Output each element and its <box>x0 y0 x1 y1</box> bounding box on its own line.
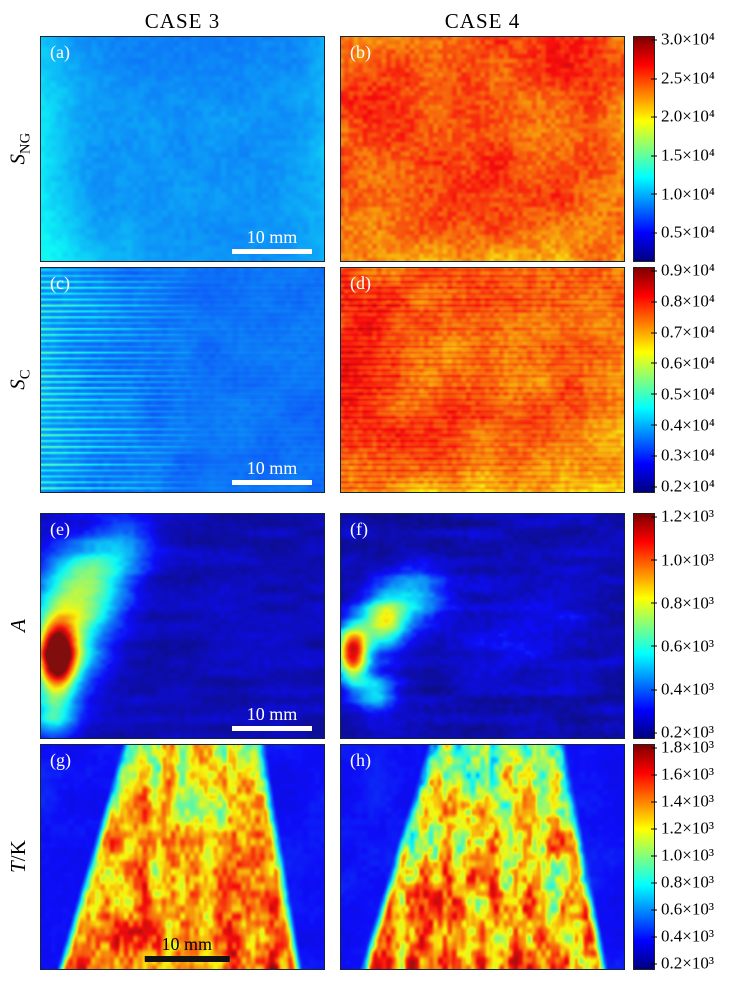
tick-label: 0.4×10³ <box>651 679 714 699</box>
heatmap-canvas-e <box>41 514 324 738</box>
colorbar-a <box>633 513 655 739</box>
colorbar-tk <box>633 744 655 970</box>
scalebar-g: 10 mm <box>144 934 230 962</box>
heatmap-panel-a: (a) 10 mm <box>40 36 325 262</box>
heatmap-panel-g: (g) 10 mm <box>40 744 325 970</box>
heatmap-panel-f: (f) <box>340 513 625 739</box>
tick-label: 0.6×10⁴ <box>651 353 715 373</box>
scalebar-line <box>232 480 312 485</box>
heatmap-canvas-d <box>341 268 624 492</box>
colorbar-gradient <box>633 744 655 970</box>
heatmap-canvas-b <box>341 37 624 261</box>
scalebar-label: 10 mm <box>161 934 212 954</box>
tick-label: 0.2×10³ <box>651 953 714 973</box>
scalebar-label: 10 mm <box>246 458 298 478</box>
tick-label: 0.6×10³ <box>651 899 714 919</box>
row-label-main: T <box>5 861 30 874</box>
tick-label: 0.4×10³ <box>651 926 714 946</box>
row-label-sc: SC <box>0 267 40 493</box>
tick-label: 0.5×10⁴ <box>651 222 715 242</box>
scalebar-c: 10 mm <box>232 459 312 485</box>
panel-letter-h: (h) <box>350 750 371 770</box>
row-label-sub: NG <box>17 133 34 155</box>
colorbar-ticks-sc: 0.9×10⁴ 0.8×10⁴ 0.7×10⁴ 0.6×10⁴ 0.5×10⁴ … <box>651 262 750 496</box>
scalebar-a: 10 mm <box>232 228 312 254</box>
panel-letter-g: (g) <box>50 750 71 770</box>
tick-label: 0.9×10⁴ <box>651 260 715 280</box>
tick-label: 1.4×10³ <box>651 791 714 811</box>
tick-label: 0.8×10³ <box>651 593 714 613</box>
row-a: A (e) 10 mm (f) 1.2×10³ 1.0×10³ 0.8×10³ … <box>0 508 750 742</box>
heatmap-canvas-g <box>41 745 324 969</box>
tick-label: 0.8×10⁴ <box>651 291 715 311</box>
tick-label: 1.0×10³ <box>651 845 714 865</box>
tick-label: 0.4×10⁴ <box>651 415 715 435</box>
tick-label: 1.2×10³ <box>651 818 714 838</box>
row-sc: SC (c) 10 mm (d) 0.9×10⁴ 0.8×10⁴ 0.7×10⁴… <box>0 262 750 496</box>
colorbar-sng <box>633 36 655 262</box>
tick-label: 1.0×10⁴ <box>651 184 715 204</box>
tick-label: 1.5×10⁴ <box>651 145 715 165</box>
tick-label: 2.5×10⁴ <box>651 68 715 88</box>
heatmap-canvas-c <box>41 268 324 492</box>
heatmap-panel-e: (e) 10 mm <box>40 513 325 739</box>
row-label-sng: SNG <box>0 36 40 262</box>
tick-label: 0.6×10³ <box>651 636 714 656</box>
heatmap-panel-c: (c) 10 mm <box>40 267 325 493</box>
row-label-tk: T/K <box>0 744 40 970</box>
heatmap-canvas-a <box>41 37 324 261</box>
colorbar-gradient <box>633 36 655 262</box>
colorbar-gradient <box>633 513 655 739</box>
heatmap-canvas-f <box>341 514 624 738</box>
tick-label: 1.2×10³ <box>651 506 714 526</box>
row-label-suffix: /K <box>5 840 30 862</box>
row-label-main: A <box>5 619 30 633</box>
scalebar-e: 10 mm <box>232 705 312 731</box>
panel-letter-d: (d) <box>350 273 371 293</box>
heatmap-panel-d: (d) <box>340 267 625 493</box>
tick-label: 1.8×10³ <box>651 737 714 757</box>
row-sng: SNG (a) 10 mm (b) 3.0×10⁴ 2.5×10⁴ 2.0×10… <box>0 31 750 262</box>
tick-label: 3.0×10⁴ <box>651 29 715 49</box>
column-title-case3: CASE 3 <box>144 8 221 33</box>
panel-letter-e: (e) <box>50 519 70 539</box>
tick-label: 2.0×10⁴ <box>651 106 715 126</box>
panel-letter-a: (a) <box>50 42 70 62</box>
heatmap-canvas-h <box>341 745 624 969</box>
row-label-main: S <box>5 154 30 165</box>
scalebar-label: 10 mm <box>246 704 298 724</box>
tick-label: 0.3×10⁴ <box>651 445 715 465</box>
heatmap-panel-h: (h) <box>340 744 625 970</box>
colorbar-gradient <box>633 267 655 493</box>
scalebar-line <box>232 726 312 731</box>
scalebar-label: 10 mm <box>246 227 298 247</box>
column-headers: CASE 3 CASE 4 <box>0 6 750 36</box>
colorbar-ticks-sng: 3.0×10⁴ 2.5×10⁴ 2.0×10⁴ 1.5×10⁴ 1.0×10⁴ … <box>651 31 750 262</box>
colorbar-sc <box>633 267 655 493</box>
tick-label: 0.5×10⁴ <box>651 384 715 404</box>
colorbar-ticks-a: 1.2×10³ 1.0×10³ 0.8×10³ 0.6×10³ 0.4×10³ … <box>651 508 750 742</box>
tick-label: 1.0×10³ <box>651 550 714 570</box>
tick-label: 0.8×10³ <box>651 872 714 892</box>
column-title-case4: CASE 4 <box>444 8 521 33</box>
tick-label: 0.7×10⁴ <box>651 322 715 342</box>
tick-label: 0.2×10⁴ <box>651 476 715 496</box>
colorbar-ticks-tk: 1.8×10³ 1.6×10³ 1.4×10³ 1.2×10³ 1.0×10³ … <box>651 739 750 973</box>
row-tk: T/K (g) 10 mm (h) 1.8×10³ 1.6×10³ 1.4×10… <box>0 739 750 973</box>
row-label-a: A <box>0 513 40 739</box>
panel-letter-b: (b) <box>350 42 371 62</box>
panel-letter-c: (c) <box>50 273 70 293</box>
heatmap-panel-b: (b) <box>340 36 625 262</box>
tick-label: 1.6×10³ <box>651 764 714 784</box>
scalebar-line <box>144 956 230 962</box>
panel-letter-f: (f) <box>350 519 368 539</box>
scalebar-line <box>232 249 312 254</box>
row-label-main: S <box>5 379 30 391</box>
row-label-sub: C <box>17 369 34 380</box>
tick-label: 0.2×10³ <box>651 722 714 742</box>
